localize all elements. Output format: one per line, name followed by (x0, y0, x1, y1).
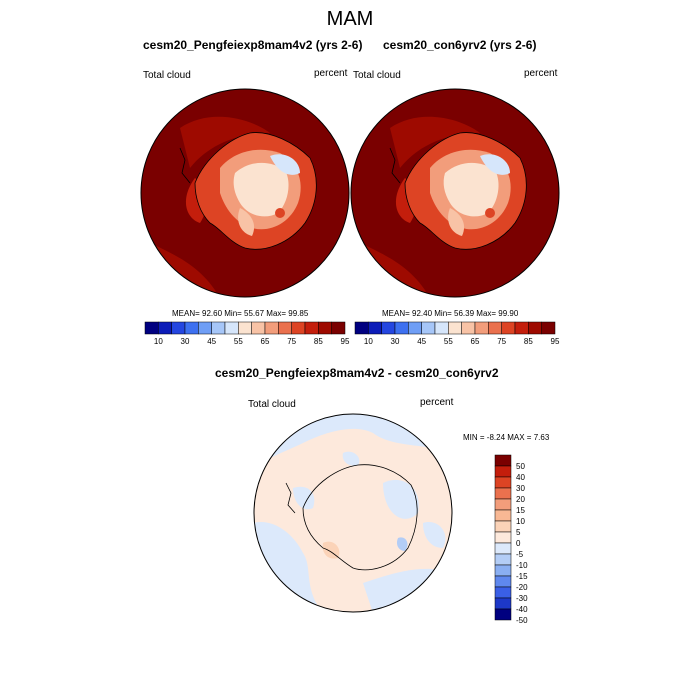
colorbar-swatch (318, 321, 332, 335)
panel-1-units-label: percent (314, 68, 348, 79)
colorbar-swatch (421, 321, 436, 335)
diff-panel-stats: MIN = -8.24 MAX = 7.63 (463, 433, 550, 442)
colorbar-swatch (368, 321, 382, 335)
page-title: MAM (326, 8, 374, 30)
diff-panel-variable-label: Total cloud (248, 399, 296, 410)
colorbar-swatch (494, 542, 512, 555)
colorbar-tick-label: 10 (364, 337, 373, 346)
panel-2-map (350, 88, 560, 298)
colorbar-swatch (144, 321, 159, 335)
colorbar-swatch (158, 321, 172, 335)
colorbar-tick-label: 95 (551, 337, 560, 346)
colorbar-swatch (278, 321, 292, 335)
colorbar-swatch (488, 321, 502, 335)
diff-panel-map (253, 413, 453, 613)
colorbar-tick-label: 30 (516, 484, 525, 493)
colorbar-swatch (184, 321, 199, 335)
colorbar-swatch (541, 321, 556, 335)
colorbar-swatch (331, 321, 346, 335)
colorbar-swatch (198, 321, 212, 335)
colorbar-swatch (494, 531, 512, 544)
colorbar-tick-label: 30 (181, 337, 190, 346)
colorbar-swatch (381, 321, 396, 335)
colorbar-swatch (494, 454, 512, 467)
colorbar-tick-label: 5 (516, 528, 521, 537)
colorbar-swatch (494, 586, 512, 599)
colorbar-tick-label: 85 (314, 337, 323, 346)
panel-2-colorbar: 10 30 45 55 65 75 85 95 (354, 321, 560, 346)
colorbar-swatch (494, 553, 512, 566)
colorbar-swatch (291, 321, 306, 335)
colorbar-tick-label: 75 (287, 337, 296, 346)
colorbar-tick-label: -30 (516, 594, 528, 603)
colorbar-swatch (501, 321, 516, 335)
colorbar-tick-label: 55 (444, 337, 453, 346)
panel-2-units-label: percent (524, 68, 558, 79)
colorbar-tick-label: 65 (261, 337, 270, 346)
panel-2-title: cesm20_con6yrv2 (yrs 2-6) (383, 38, 537, 52)
colorbar-tick-label: -5 (516, 550, 524, 559)
colorbar-tick-label: 45 (207, 337, 216, 346)
colorbar-swatch (434, 321, 449, 335)
colorbar-tick-label: -20 (516, 583, 528, 592)
panel-1-variable-label: Total cloud (143, 70, 191, 81)
colorbar-tick-label: -10 (516, 561, 528, 570)
colorbar-swatch (528, 321, 542, 335)
colorbar-swatch (494, 487, 512, 500)
colorbar-tick-label: 75 (497, 337, 506, 346)
colorbar-swatch (448, 321, 462, 335)
colorbar-swatch (494, 520, 512, 533)
panel-1-map (140, 88, 350, 298)
colorbar-tick-label: 10 (516, 517, 525, 526)
colorbar-swatch (494, 608, 512, 621)
colorbar-swatch (494, 597, 512, 610)
colorbar-swatch (211, 321, 226, 335)
colorbar-swatch (304, 321, 319, 335)
colorbar-swatch (494, 564, 512, 577)
panel-1-colorbar: 10 30 45 55 65 75 85 95 (144, 321, 350, 346)
colorbar-tick-label: 95 (341, 337, 350, 346)
colorbar-swatch (514, 321, 529, 335)
colorbar-swatch (494, 575, 512, 588)
colorbar-tick-label: 40 (516, 473, 525, 482)
colorbar-tick-label: 65 (471, 337, 480, 346)
colorbar-swatch (494, 509, 512, 522)
colorbar-tick-label: -40 (516, 605, 528, 614)
colorbar-swatch (494, 498, 512, 511)
diff-panel-units-label: percent (420, 397, 454, 408)
colorbar-tick-label: 15 (516, 506, 525, 515)
panel-1-title: cesm20_Pengfeiexp8mam4v2 (yrs 2-6) (143, 38, 363, 52)
colorbar-swatch (494, 465, 512, 478)
colorbar-tick-label: 55 (234, 337, 243, 346)
colorbar-swatch (474, 321, 489, 335)
colorbar-tick-label: -15 (516, 572, 528, 581)
colorbar-tick-label: 0 (516, 539, 521, 548)
colorbar-tick-label: 45 (417, 337, 426, 346)
panel-1-stats: MEAN= 92.60 Min= 55.67 Max= 99.85 (172, 309, 309, 318)
colorbar-swatch (251, 321, 266, 335)
colorbar-swatch (171, 321, 186, 335)
colorbar-swatch (494, 476, 512, 489)
panel-2-variable-label: Total cloud (353, 70, 401, 81)
colorbar-tick-label: -50 (516, 616, 528, 625)
colorbar-tick-label: 10 (154, 337, 163, 346)
colorbar-tick-label: 20 (516, 495, 525, 504)
colorbar-swatch (354, 321, 369, 335)
colorbar-swatch (461, 321, 476, 335)
colorbar-swatch (224, 321, 239, 335)
diff-panel-title: cesm20_Pengfeiexp8mam4v2 - cesm20_con6yr… (215, 366, 499, 380)
colorbar-tick-label: 30 (391, 337, 400, 346)
colorbar-tick-label: 85 (524, 337, 533, 346)
panel-2-stats: MEAN= 92.40 Min= 56.39 Max= 99.90 (382, 309, 519, 318)
colorbar-swatch (408, 321, 422, 335)
colorbar-swatch (238, 321, 252, 335)
colorbar-tick-label: 50 (516, 462, 525, 471)
colorbar-swatch (394, 321, 409, 335)
colorbar-swatch (264, 321, 279, 335)
